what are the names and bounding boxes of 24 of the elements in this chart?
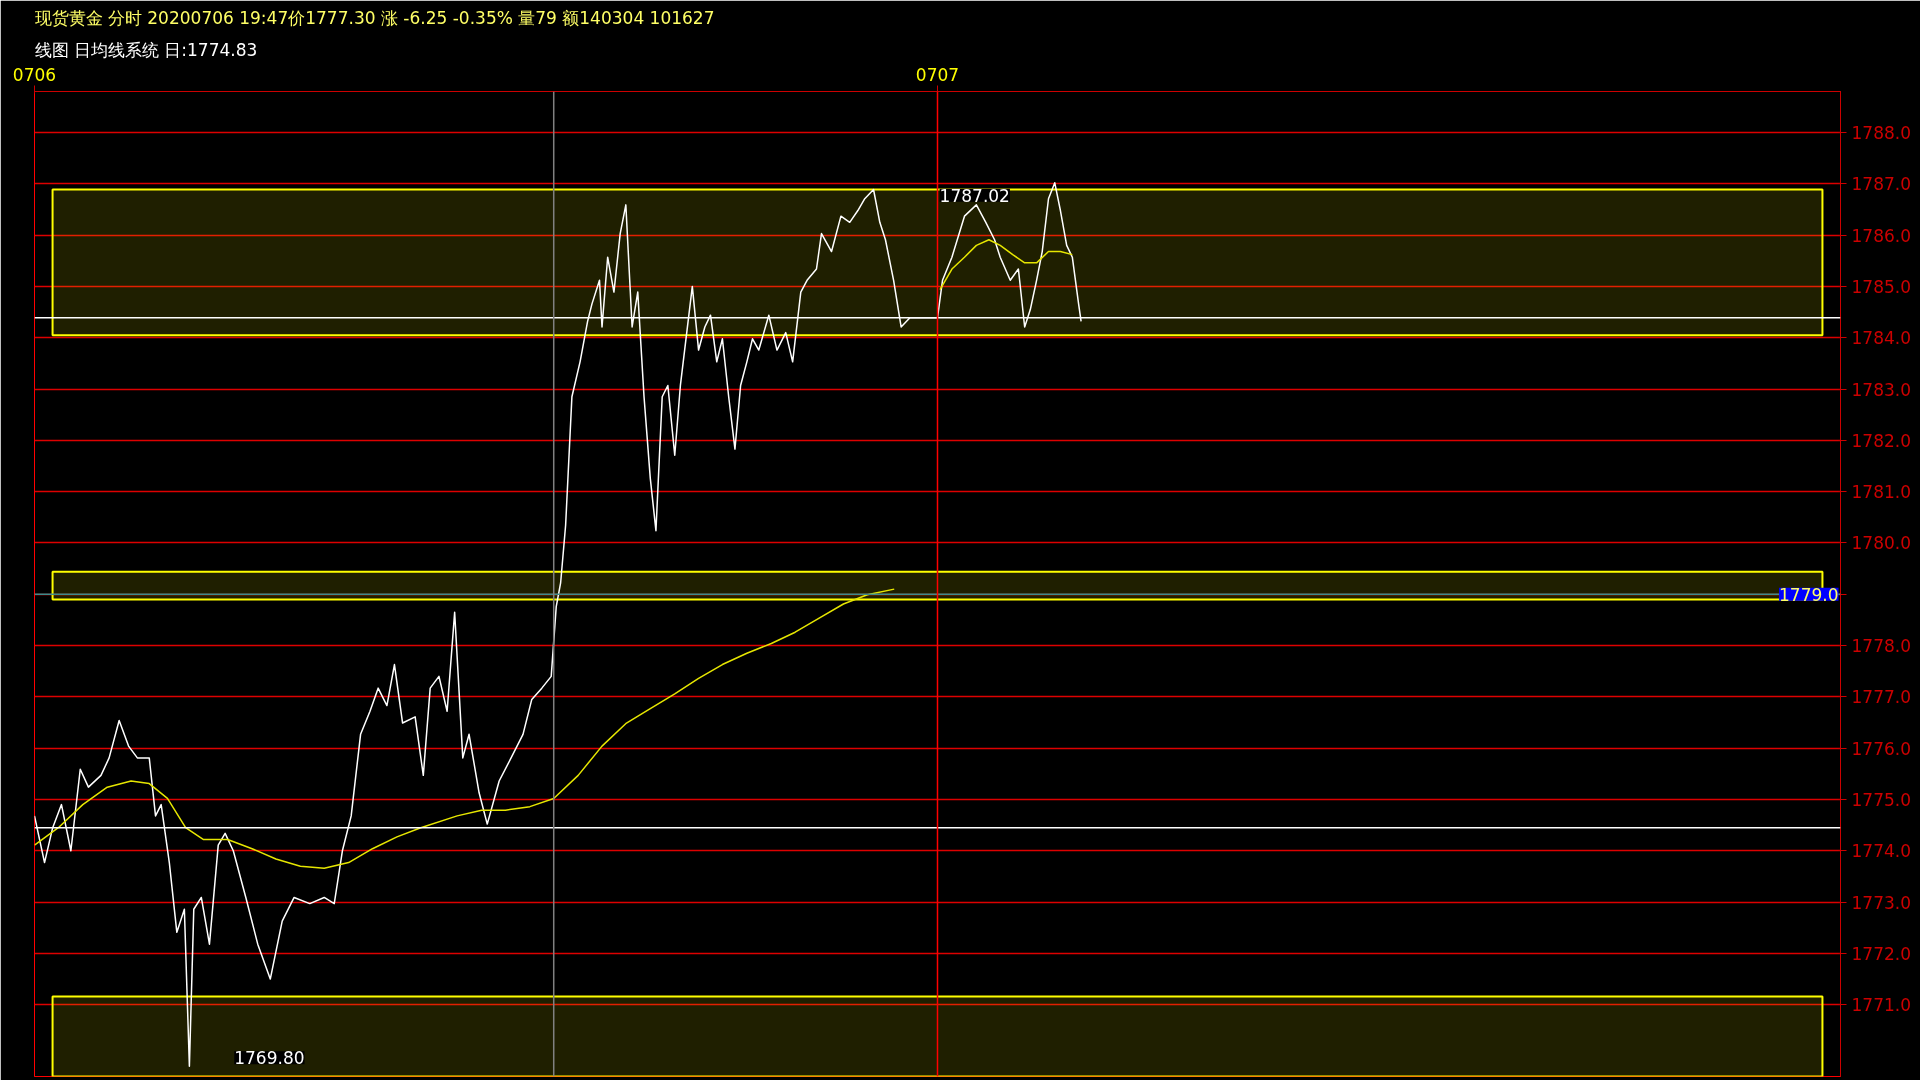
y-tick-label: 1776.0 (1851, 738, 1911, 759)
y-tick-label: 1777.0 (1851, 687, 1911, 708)
y-tick-label: 1780.0 (1851, 533, 1911, 554)
annotation: 1769.80 (234, 1048, 305, 1069)
y-tick-label: 1771.0 (1851, 995, 1911, 1016)
x-tick-label: 0707 (915, 64, 960, 85)
chart-subtitle: 线图 日均线系统 日:1774.83 (34, 39, 258, 60)
y-tick-label: 1783.0 (1851, 379, 1911, 400)
y-tick-label: 1774.0 (1851, 841, 1911, 862)
y-tick-label: 1778.0 (1851, 636, 1911, 657)
y-tick-label: 1772.0 (1851, 943, 1911, 964)
annotation: 1787.02 (939, 185, 1010, 206)
y-tick-label: 1782.0 (1851, 430, 1911, 451)
y-tick-label: 1775.0 (1851, 789, 1911, 810)
y-tick-label: 1784.0 (1851, 328, 1911, 349)
y-tick-label: 1773.0 (1851, 892, 1911, 913)
y-tick-label: 1781.0 (1851, 482, 1911, 503)
x-tick-label: 0706 (12, 64, 57, 85)
y-tick-label: 1785.0 (1851, 276, 1911, 297)
chart-title: 现货黄金 分时 20200706 19:47价1777.30 涨 -6.25 -0.35% 量79 额140304 101627 (34, 7, 715, 28)
y-tick-label: 1787.0 (1851, 174, 1911, 195)
ref-line-label: 1779.0 (1779, 584, 1839, 605)
y-tick-label: 1788.0 (1851, 123, 1911, 144)
y-tick-label: 1786.0 (1851, 225, 1911, 246)
